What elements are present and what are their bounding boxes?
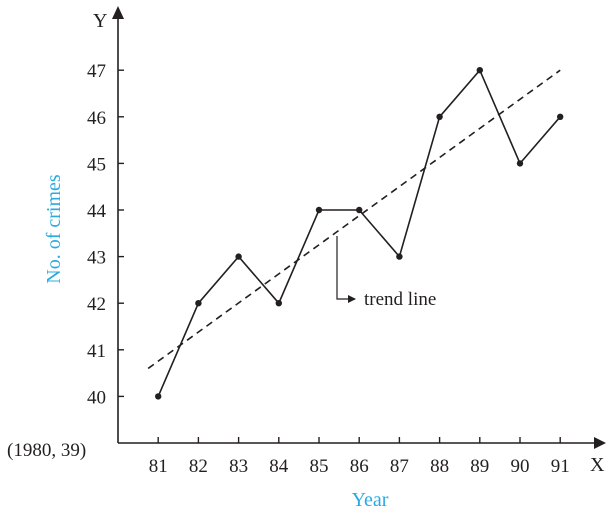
data-point [516,160,524,167]
x-tick-label: 87 [390,456,409,477]
x-tick-label: 89 [470,456,489,477]
y-tick-label: 45 [87,154,106,175]
x-axis-letter: X [590,454,605,476]
data-point [436,113,443,121]
data-point [356,206,363,214]
annotation-label: trend line [364,289,436,310]
y-tick-label: 41 [87,341,106,362]
series-line [157,68,561,397]
data-point [195,300,202,307]
data-point [155,393,162,400]
x-tick-label: 91 [551,456,570,477]
y-ticks: 40 41 42 43 44 45 46 47 [87,61,124,408]
y-axis-letter: Y [93,10,107,32]
x-tick-label: 86 [350,456,369,477]
x-ticks: 81 82 83 84 85 86 87 88 89 90 91 [149,437,570,477]
x-tick-label: 85 [310,456,329,477]
trend-line [147,69,561,370]
x-tick-label: 84 [269,456,289,477]
y-tick-label: 42 [87,294,106,315]
data-points [155,67,564,400]
data-point [315,206,323,214]
y-tick-label: 40 [87,387,106,408]
x-axis-arrow [594,437,606,449]
x-tick-label: 83 [229,456,248,477]
annotation-pointer [336,236,356,303]
x-tick-label: 88 [430,456,449,477]
y-axis-arrow [112,6,124,19]
y-tick-label: 44 [87,201,107,222]
y-tick-label: 46 [87,108,106,129]
y-axis-title: No. of crimes [43,174,65,284]
y-tick-label: 47 [87,61,106,82]
x-tick-label: 90 [511,456,530,477]
data-point [396,253,403,260]
data-point [275,300,282,307]
x-tick-label: 82 [189,456,208,477]
data-point [476,67,483,74]
origin-label: (1980, 39) [7,440,86,461]
data-point [235,253,242,260]
x-tick-label: 81 [149,456,168,477]
x-axis-title: Year [352,489,389,511]
data-point [557,113,564,121]
y-tick-label: 43 [87,248,106,269]
